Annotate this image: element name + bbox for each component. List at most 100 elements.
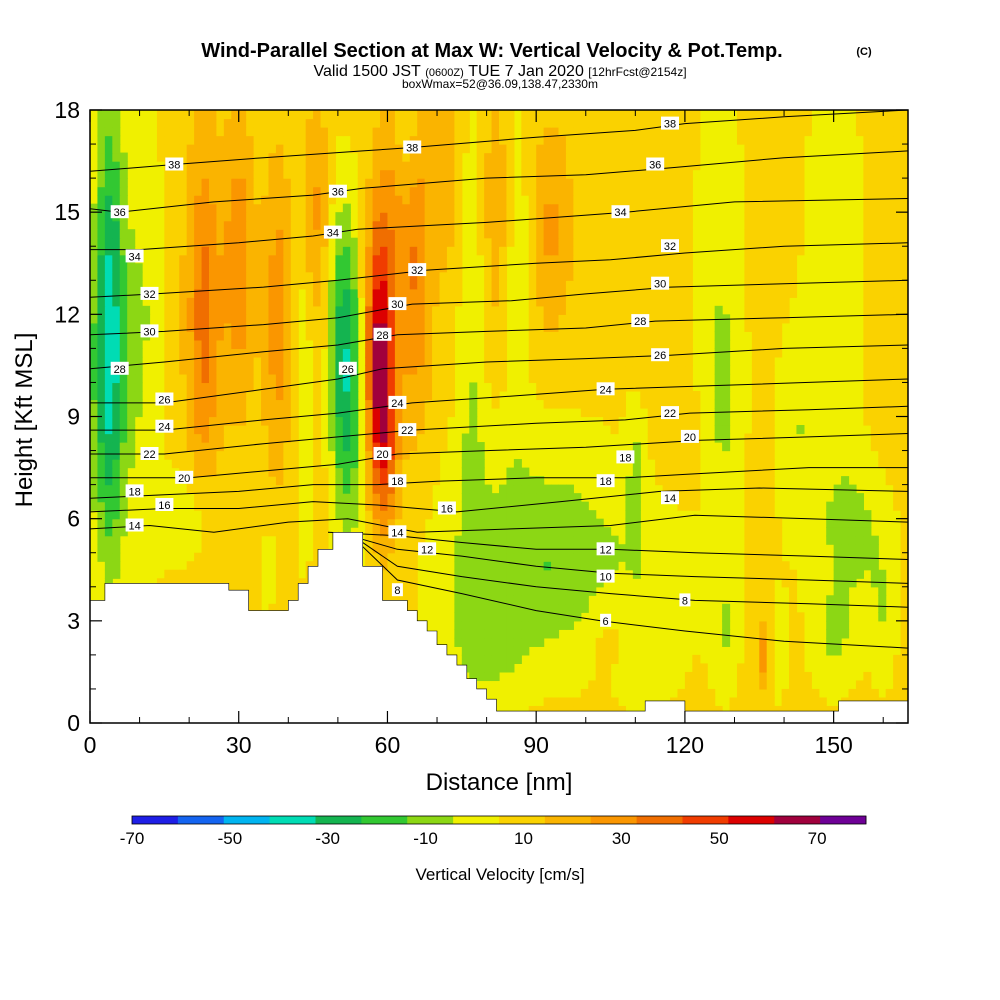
velocity-cell [283, 569, 292, 579]
velocity-cell [231, 356, 240, 367]
velocity-cell [231, 527, 240, 537]
velocity-cell [625, 510, 634, 520]
velocity-cell [885, 263, 894, 273]
velocity-cell [313, 348, 322, 358]
velocity-cell [640, 195, 649, 205]
velocity-cell [446, 339, 455, 349]
velocity-cell [305, 288, 314, 298]
velocity-cell [647, 373, 656, 384]
velocity-cell [313, 195, 322, 205]
velocity-cell [491, 578, 500, 588]
velocity-cell [134, 399, 143, 409]
velocity-cell [789, 195, 798, 205]
velocity-cell [789, 229, 798, 239]
velocity-cell [796, 705, 805, 716]
velocity-cell [201, 552, 210, 562]
velocity-cell [655, 339, 664, 349]
velocity-cell [372, 373, 381, 384]
velocity-cell [476, 161, 485, 171]
velocity-cell [521, 620, 530, 630]
velocity-cell [796, 229, 805, 239]
velocity-cell [670, 450, 679, 460]
velocity-cell [194, 195, 203, 205]
velocity-cell [595, 305, 604, 315]
velocity-cell [751, 178, 760, 188]
velocity-cell [320, 169, 329, 179]
velocity-cell [424, 510, 433, 520]
velocity-cell [394, 450, 403, 460]
velocity-cell [885, 365, 894, 375]
velocity-cell [766, 339, 775, 349]
velocity-cell [744, 671, 753, 682]
velocity-cell [417, 459, 426, 469]
velocity-cell [112, 518, 121, 528]
velocity-cell [565, 595, 574, 605]
velocity-cell [372, 467, 381, 477]
velocity-cell [394, 365, 403, 375]
velocity-cell [402, 544, 411, 554]
velocity-cell [119, 467, 128, 477]
velocity-cell [380, 322, 389, 332]
velocity-cell [580, 178, 589, 188]
velocity-cell [90, 254, 99, 264]
velocity-cell [454, 535, 463, 545]
velocity-cell [551, 561, 560, 571]
velocity-cell [551, 518, 560, 528]
velocity-cell [536, 288, 545, 298]
velocity-cell [261, 288, 270, 298]
velocity-cell [588, 578, 597, 588]
velocity-cell [632, 382, 641, 392]
velocity-cell [231, 348, 240, 358]
velocity-cell [290, 578, 299, 588]
velocity-cell [655, 144, 664, 154]
velocity-cell [491, 195, 500, 205]
velocity-cell [588, 348, 597, 358]
velocity-cell [216, 169, 225, 179]
velocity-cell [246, 442, 255, 452]
velocity-cell [97, 237, 106, 247]
velocity-cell [90, 220, 99, 230]
velocity-cell [625, 365, 634, 375]
velocity-cell [469, 484, 478, 494]
velocity-cell [543, 161, 552, 171]
velocity-cell [878, 390, 887, 401]
velocity-cell [551, 348, 560, 358]
velocity-cell [439, 263, 448, 273]
velocity-cell [253, 135, 262, 145]
velocity-cell [714, 365, 723, 375]
velocity-cell [499, 595, 508, 605]
velocity-cell [818, 705, 827, 716]
velocity-cell [632, 518, 641, 528]
velocity-cell [900, 254, 908, 264]
velocity-cell [432, 365, 441, 375]
velocity-cell [253, 390, 262, 401]
velocity-cell [313, 186, 322, 196]
velocity-cell [893, 203, 902, 213]
velocity-cell [439, 229, 448, 239]
velocity-cell [759, 203, 768, 213]
velocity-cell [208, 322, 218, 332]
velocity-cell [684, 373, 693, 384]
velocity-cell [893, 280, 902, 290]
velocity-cell [744, 450, 753, 460]
velocity-cell [878, 365, 887, 375]
velocity-cell [417, 390, 426, 401]
velocity-cell [424, 407, 433, 418]
velocity-cell [543, 254, 552, 264]
velocity-cell [97, 297, 106, 307]
velocity-cell [97, 390, 106, 401]
velocity-cell [238, 356, 247, 367]
velocity-cell [885, 152, 894, 162]
velocity-cell [543, 186, 552, 196]
velocity-cell [342, 348, 351, 358]
velocity-cell [112, 220, 121, 230]
velocity-cell [536, 169, 545, 179]
velocity-cell [558, 620, 567, 630]
velocity-cell [104, 212, 113, 222]
velocity-cell [625, 373, 634, 384]
velocity-cell [766, 399, 775, 409]
velocity-cell [759, 212, 768, 222]
velocity-cell [543, 339, 552, 349]
velocity-cell [766, 569, 775, 579]
velocity-cell [253, 450, 262, 460]
